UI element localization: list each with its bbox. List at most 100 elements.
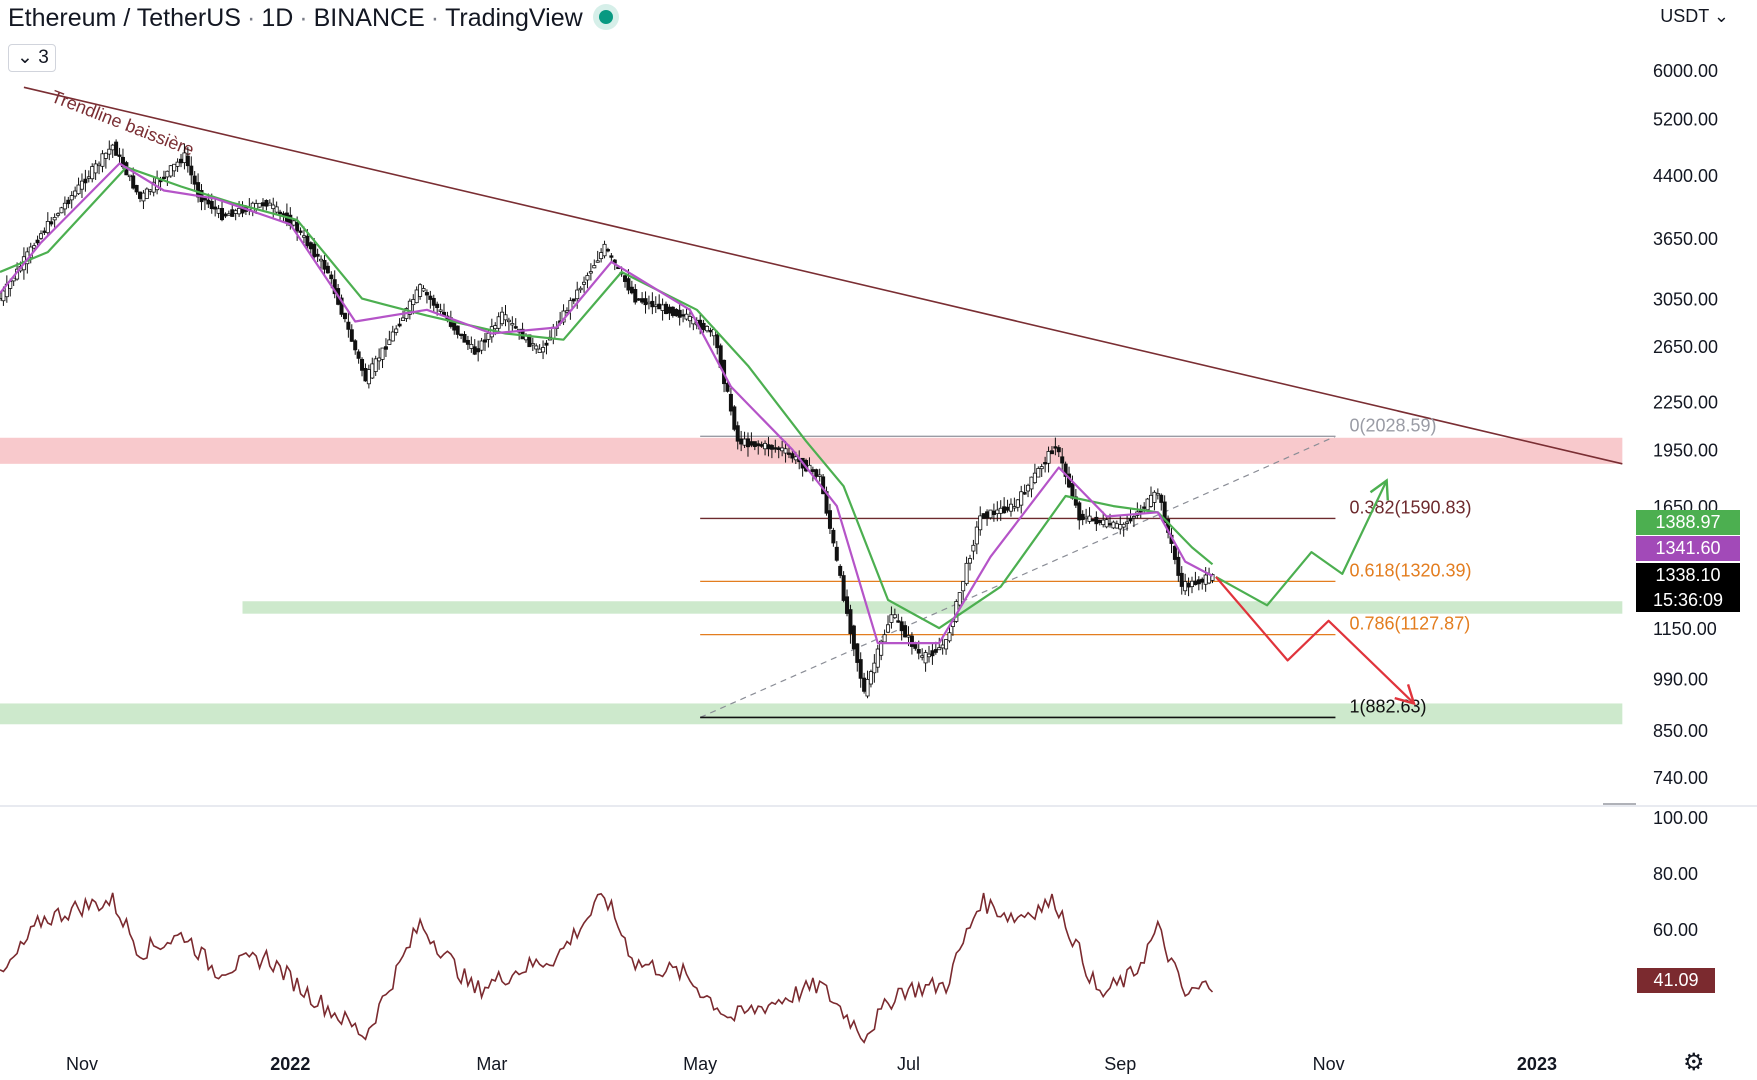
- zone-support_mid: [242, 601, 1623, 614]
- candle-body: [452, 321, 457, 331]
- candle-body: [537, 348, 542, 354]
- candle-body: [1101, 519, 1106, 525]
- trendline-baissiere: [23, 86, 1623, 465]
- scenario-layer: [1215, 478, 1416, 706]
- candle-body: [845, 596, 850, 614]
- candle-body: [435, 303, 440, 309]
- chevron-down-icon: ⌄: [17, 47, 33, 68]
- candle-body: [165, 170, 170, 178]
- candle-body: [506, 319, 511, 323]
- candle-body: [278, 211, 283, 215]
- candle-body: [527, 334, 532, 348]
- candle-body: [1036, 468, 1041, 478]
- candle-body: [513, 326, 518, 329]
- candle-body: [1196, 579, 1201, 585]
- indicator-count: 3: [38, 47, 49, 68]
- candle-body: [295, 222, 300, 232]
- candle-body: [872, 662, 877, 674]
- candle-body: [257, 202, 262, 208]
- candle-body: [578, 287, 583, 291]
- candle-body: [298, 230, 303, 233]
- candle-body: [848, 609, 853, 635]
- candle-body: [144, 188, 149, 199]
- time-tick-label: Nov: [1313, 1054, 1345, 1074]
- candle-body: [56, 213, 61, 216]
- candle-body: [602, 243, 607, 257]
- indicators-toggle-button[interactable]: ⌄ 3: [8, 44, 56, 72]
- candle-body: [766, 444, 771, 450]
- candle-body: [59, 207, 64, 214]
- candle-body: [1, 290, 6, 302]
- price-tick-label: 4400.00: [1653, 166, 1718, 186]
- candle-body: [790, 453, 795, 459]
- candle-body: [329, 274, 334, 280]
- candle-body: [479, 340, 484, 351]
- fib-level-label: 1(882.63): [1349, 696, 1426, 716]
- candle-body: [1032, 472, 1037, 484]
- candle-body: [42, 230, 47, 233]
- chart-header: Ethereum / TetherUS · 1D · BINANCE · TradingVi…: [8, 4, 613, 33]
- symbol-name[interactable]: Ethereum / TetherUS: [8, 4, 241, 32]
- candle-body: [588, 271, 593, 274]
- candle-body: [138, 191, 143, 199]
- candle-body: [73, 190, 78, 197]
- candle-body: [1029, 476, 1034, 490]
- candle-body: [1087, 515, 1092, 522]
- candle-body: [83, 178, 88, 184]
- candle-body: [862, 677, 867, 692]
- candle-body: [407, 300, 412, 315]
- candle-body: [674, 309, 679, 317]
- candle-body: [575, 289, 580, 300]
- ema-layer: [0, 162, 1214, 645]
- candle-body: [175, 161, 180, 167]
- candle-body: [1002, 506, 1007, 514]
- source-label: TradingView: [445, 4, 583, 32]
- candle-body: [1084, 516, 1089, 520]
- price-tick-label: 6000.00: [1653, 61, 1718, 81]
- candle-body: [1022, 492, 1027, 495]
- candle-body: [633, 289, 638, 303]
- candle-body: [541, 347, 546, 353]
- candle-body: [985, 511, 990, 519]
- candle-body: [1155, 493, 1160, 496]
- candle-body: [592, 265, 597, 269]
- candle-body: [725, 382, 730, 392]
- candle-body: [964, 562, 969, 585]
- price-tick-label: 3050.00: [1653, 290, 1718, 310]
- candle-body: [817, 474, 822, 477]
- candle-body: [643, 298, 648, 306]
- currency-label: USDT: [1660, 6, 1709, 26]
- candle-body: [274, 206, 279, 213]
- candle-body: [428, 295, 433, 300]
- ema-slow-price-tag: 1388.97: [1636, 510, 1740, 535]
- candle-body: [937, 647, 942, 651]
- candle-body: [291, 220, 296, 226]
- candle-body: [322, 259, 327, 270]
- candle-body: [179, 158, 184, 164]
- candle-body: [394, 328, 399, 333]
- candle-body: [264, 199, 269, 207]
- candle-body: [1005, 506, 1010, 511]
- candle-body: [100, 153, 105, 167]
- candle-body: [1121, 523, 1126, 528]
- candle-body: [79, 180, 84, 190]
- candle-body: [564, 310, 569, 313]
- candle-body: [1063, 463, 1068, 477]
- settings-gear-icon[interactable]: ⚙: [1683, 1049, 1705, 1076]
- candle-body: [582, 281, 587, 285]
- candle-body: [636, 298, 641, 301]
- candle-body: [967, 558, 972, 564]
- candle-body: [510, 323, 515, 326]
- fib-level-label: 0(2028.59): [1349, 415, 1436, 435]
- interval-label[interactable]: 1D: [261, 4, 294, 32]
- ema-fast-line: [0, 162, 1214, 645]
- rsi-line: [0, 892, 1214, 1044]
- candle-body: [1114, 523, 1119, 529]
- candle-body: [896, 620, 901, 623]
- candle-body: [226, 213, 231, 216]
- candle-body: [1131, 516, 1136, 519]
- candle-body: [646, 301, 651, 305]
- currency-selector[interactable]: USDT ⌄: [1660, 6, 1729, 27]
- candle-body: [1049, 450, 1054, 455]
